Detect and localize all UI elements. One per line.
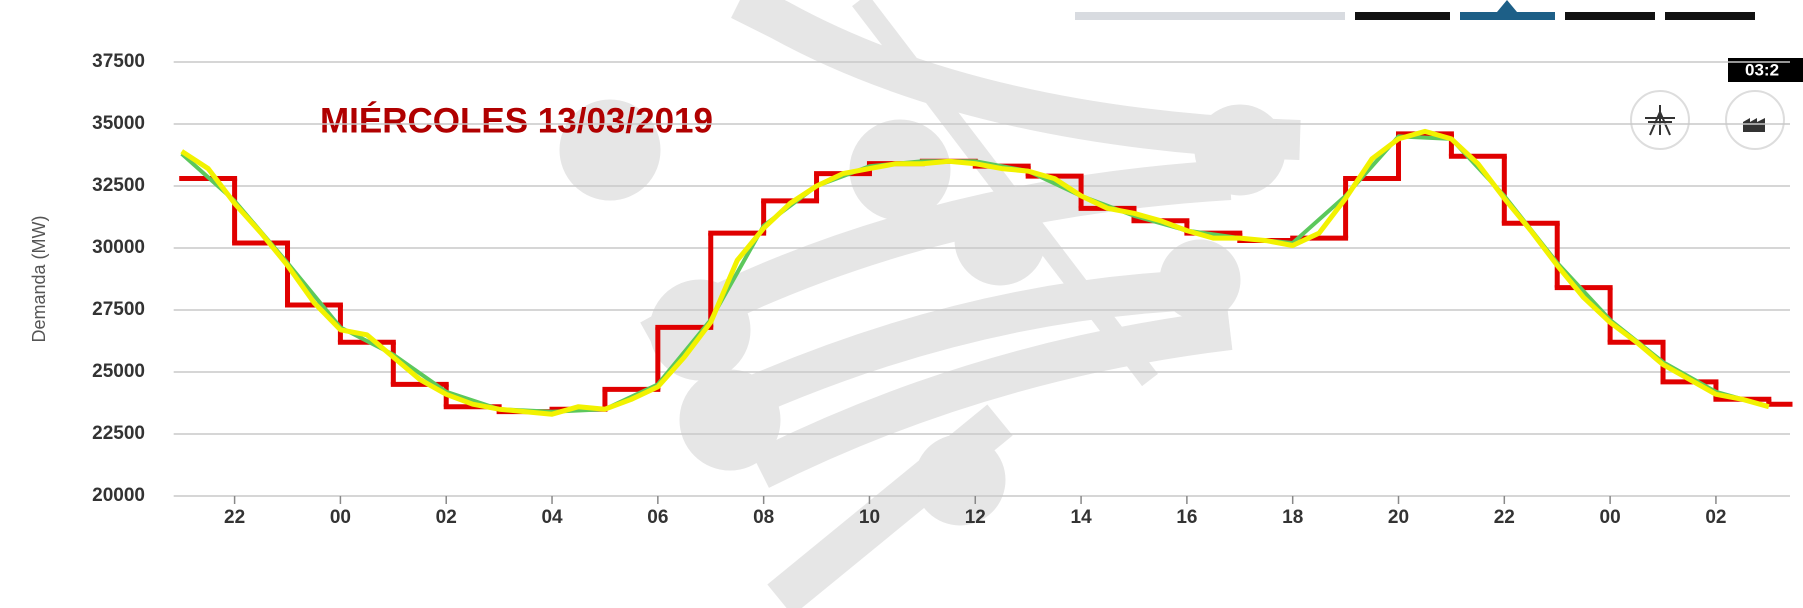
toolbar-button[interactable] (1355, 12, 1450, 20)
toolbar-button[interactable] (1460, 12, 1555, 20)
y-tick-label: 25000 (92, 361, 145, 382)
toolbar-bar[interactable] (1075, 12, 1345, 20)
x-tick-label: 02 (436, 507, 457, 528)
y-axis-label: Demanda (MW) (29, 215, 49, 342)
y-tick-label: 37500 (92, 51, 145, 72)
y-tick-label: 22500 (92, 423, 145, 444)
x-tick-label: 16 (1176, 507, 1197, 528)
x-tick-label: 14 (1071, 507, 1093, 528)
toolbar-arrow (1497, 0, 1517, 12)
icon-buttons[interactable] (1630, 90, 1785, 150)
chart-title: MIÉRCOLES 13/03/2019 (320, 100, 713, 140)
x-tick-label: 04 (541, 507, 563, 528)
x-tick-label: 20 (1388, 507, 1409, 528)
y-tick-label: 27500 (92, 299, 145, 320)
x-tick-label: 22 (224, 507, 245, 528)
y-tick-label: 35000 (92, 113, 145, 134)
icon-tower (1645, 105, 1675, 136)
x-tick-label: 00 (330, 507, 351, 528)
x-tick-label: 12 (965, 507, 986, 528)
y-tick-label: 32500 (92, 175, 145, 196)
series-line (180, 128, 1770, 417)
x-tick-label: 00 (1600, 507, 1621, 528)
y-tick-label: 30000 (92, 237, 145, 258)
tooltip-text: 03:2 (1745, 60, 1779, 79)
top-toolbar[interactable] (1075, 0, 1755, 20)
x-tick-label: 02 (1705, 507, 1726, 528)
toolbar-button[interactable] (1665, 12, 1755, 20)
y-tick-label: 20000 (92, 485, 145, 506)
x-tick-label: 06 (647, 507, 668, 528)
icon-factory (1743, 118, 1765, 132)
x-tick-label: 10 (859, 507, 880, 528)
x-tick-label: 08 (753, 507, 774, 528)
toolbar-button[interactable] (1565, 12, 1655, 20)
x-tick-label: 22 (1494, 507, 1515, 528)
x-tick-label: 18 (1282, 507, 1303, 528)
